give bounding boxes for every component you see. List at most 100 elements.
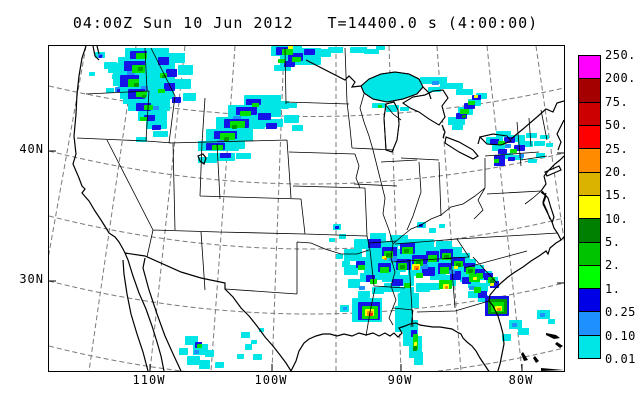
colorbar-cell [578,171,601,196]
precip-cell [158,89,165,93]
valid-time-label: 04:00Z Sun 10 Jun 2012 [72,14,294,32]
precip-cell [392,279,403,286]
colorbar-cell [578,194,601,220]
precip-cell [462,277,471,284]
precip-cell [99,55,102,58]
precip-cell [304,49,315,55]
precip-cell [185,336,198,345]
precip-cell [89,72,95,76]
precip-cell [510,149,517,153]
lake-erie [444,136,479,160]
precip-cell [400,107,409,111]
precip-cell [414,352,423,365]
precip-cell [224,137,229,141]
precip-cell [166,53,185,63]
colorbar-threshold-label: 25. [605,141,629,156]
precip-cell [183,93,196,101]
precip-cell [468,269,473,273]
precip-cell [284,61,295,67]
precip-cell [490,139,499,144]
precip-cell [540,135,549,139]
precip-cell [456,89,473,95]
precip-cell [400,265,405,269]
precip-cell [342,261,350,267]
us-map [49,46,564,371]
precip-cell [166,69,177,77]
plot-title: 04:00Z Sun 10 Jun 2012 T=14400.0 s (4:00… [48,14,563,32]
precip-cell [350,47,367,53]
precip-cell [140,117,147,121]
precip-cell [380,267,389,273]
precip-cell [266,123,277,129]
precip-cell [416,268,418,270]
precip-cell [336,254,343,259]
lat-label: 40N [19,142,44,156]
precip-cell [153,106,159,110]
precip-cell [384,258,387,260]
precip-cell [502,334,511,341]
colorbar-threshold-label: 20. [605,164,629,179]
precip-cell [282,49,293,55]
precip-cell [528,159,537,163]
precip-cell [512,323,517,327]
precip-cell [518,328,529,335]
precip-cell [546,143,553,147]
colorbar-cell [578,124,601,150]
precip-cell [420,77,447,84]
precip-cell [378,105,382,108]
precip-cell [359,286,365,290]
lat-label: 30N [19,272,44,286]
precip-cell [253,354,262,360]
colorbar-cell [578,101,601,126]
forecast-time-label: T=14400.0 s (4:00:00) [327,14,539,32]
precip-cell [462,115,466,118]
precip-cell [284,115,299,123]
precip-cell [205,350,214,357]
precip-cell [240,111,251,116]
axis-ticks [49,150,564,371]
colorbar-threshold-label: 5. [605,235,621,250]
precip-cell [440,83,463,89]
lon-label: 100W [254,373,288,387]
colorbar-cell [578,241,601,266]
coastline [72,46,564,371]
precip-cell [474,287,481,293]
precip-cell [153,131,168,137]
precip-cell [469,286,475,290]
colorbar-threshold-label: 1. [605,281,621,296]
precip-cell [179,348,188,355]
colorbar-cell [578,288,601,313]
lon-label: 80W [508,373,534,387]
colorbar-cell [578,311,601,336]
precip-cell [440,267,449,274]
colorbar-cell [578,264,601,290]
colorbar-threshold-label: 2. [605,258,621,273]
precip-cell [376,46,385,50]
precip-cell [288,46,293,49]
colorbar-threshold-label: 15. [605,188,629,203]
precip-cell [534,141,545,146]
colorbar-cell [578,148,601,173]
precip-cell [258,113,271,120]
precip-cell [422,267,435,276]
precip-cell [232,125,237,129]
precip-cell [344,249,362,261]
precip-cell [174,79,191,89]
colorbar-cell [578,55,601,80]
precip-cell [526,133,537,138]
precip-cell [358,265,365,270]
precip-cell [474,95,478,98]
precip-cell [354,239,370,249]
colorbar-threshold-label: 10. [605,211,629,226]
precip-cell [136,53,147,59]
colorbar-cell [578,218,601,243]
precip-cell [490,283,494,286]
precip-cell [494,159,499,163]
precip-cell [348,279,360,288]
precip-cell [428,255,437,262]
islands [521,333,564,371]
precip-cell [252,103,259,107]
precip-cell [278,59,285,63]
precip-cell [194,350,199,354]
